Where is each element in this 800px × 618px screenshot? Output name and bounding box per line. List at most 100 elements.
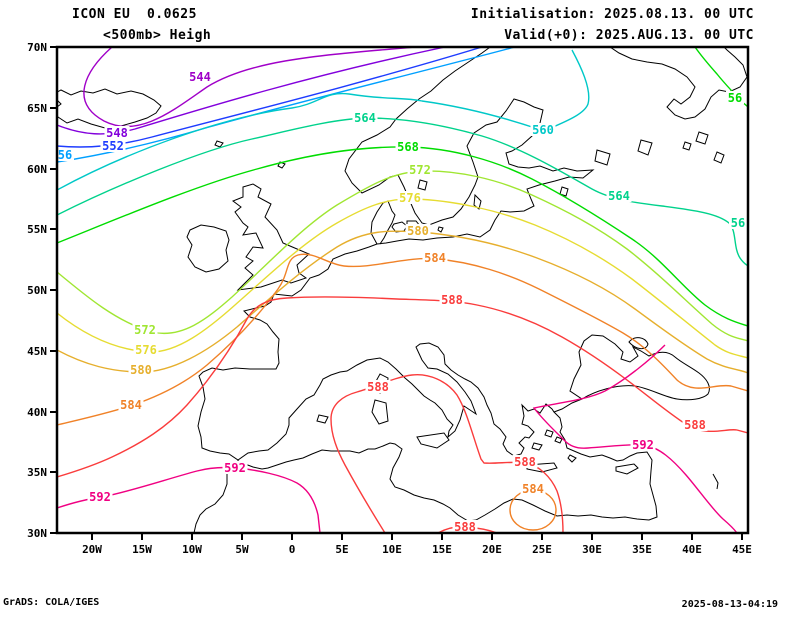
map-layers <box>57 47 748 533</box>
contour-label-mask <box>118 398 144 411</box>
coastline <box>553 398 583 413</box>
lat-label: 50N <box>27 284 47 297</box>
coastline <box>193 243 658 533</box>
lon-label: 5W <box>235 543 249 556</box>
contour-label: 588 <box>514 455 536 469</box>
coastline <box>344 47 595 245</box>
contour-label-mask <box>452 520 478 533</box>
contour-label-mask <box>100 139 126 152</box>
contour-label: 560 <box>532 123 554 137</box>
lat-label: 40N <box>27 406 47 419</box>
contour-label-mask <box>187 70 213 83</box>
contour-label-mask <box>530 123 556 136</box>
contour-label: 588 <box>441 293 463 307</box>
contour-label-mask <box>729 216 747 229</box>
lon-label: 35E <box>632 543 652 556</box>
contour-line <box>532 344 738 533</box>
contour-label-mask <box>520 482 546 495</box>
contour-label-mask <box>630 438 656 451</box>
lat-label: 65N <box>27 102 47 115</box>
contour-label-mask <box>87 490 113 503</box>
contour-label: 584 <box>424 251 446 265</box>
contour-label: 584 <box>120 398 142 412</box>
lon-label: 20W <box>82 543 102 556</box>
contour-label: 592 <box>89 490 111 504</box>
contour-label-mask <box>405 224 431 237</box>
contour-label-mask <box>439 293 465 306</box>
lat-label: 60N <box>27 163 47 176</box>
contour-line <box>330 374 564 533</box>
lon-label: 15W <box>132 543 152 556</box>
contour-label: 572 <box>409 163 431 177</box>
contour-label-mask <box>57 148 74 161</box>
contour-label: 580 <box>407 224 429 238</box>
contour-line <box>57 146 748 327</box>
contour-label-mask <box>132 323 158 336</box>
contour-label-mask <box>606 189 632 202</box>
level-title: <500mb> Heigh <box>103 28 212 43</box>
contour-label: 56 <box>731 216 745 230</box>
contour-label-mask <box>726 91 744 104</box>
lon-label: 5E <box>335 543 348 556</box>
contour-label-mask <box>365 380 391 393</box>
contour-label-mask <box>682 418 708 431</box>
contour-568 <box>57 47 748 327</box>
lat-label: 55N <box>27 223 47 236</box>
contour-label: 568 <box>397 140 419 154</box>
contour-label-mask <box>395 140 421 153</box>
contour-label-mask <box>352 111 378 124</box>
contour-label: 576 <box>135 343 157 357</box>
contour-label: 552 <box>102 139 124 153</box>
contour-label-mask <box>133 343 159 356</box>
contour-label-mask <box>407 163 433 176</box>
contour-584 <box>57 253 748 531</box>
lat-label: 45N <box>27 345 47 358</box>
model-title: ICON EU 0.0625 <box>72 7 197 22</box>
contour-560 <box>57 49 590 191</box>
contour-544 <box>83 47 416 128</box>
coastline <box>712 473 719 490</box>
contour-label: 576 <box>399 191 421 205</box>
coastline-layer <box>57 47 748 533</box>
contour-line <box>57 47 446 135</box>
contour-line <box>57 253 748 426</box>
lon-label: 20E <box>482 543 502 556</box>
contour-label-mask <box>422 251 448 264</box>
contour-line <box>57 296 748 478</box>
coastline <box>231 183 310 291</box>
contour-label: 588 <box>367 380 389 394</box>
contour-line <box>57 117 748 267</box>
contour-label: 564 <box>354 111 376 125</box>
coastline <box>370 200 396 245</box>
init-time: Initialisation: 2025.08.13. 00 UTC <box>470 7 754 22</box>
lon-label: 30E <box>582 543 602 556</box>
lon-label: 40E <box>682 543 702 556</box>
contour-line <box>694 47 748 108</box>
contour-line <box>83 47 416 128</box>
lon-label: 25E <box>532 543 552 556</box>
contour-label: 548 <box>106 126 128 140</box>
valid-time: Valid(+0): 2025.AUG.13. 00 UTC <box>504 28 754 43</box>
contour-564 <box>57 117 748 267</box>
coastline <box>682 131 725 164</box>
lon-label: 0 <box>289 543 296 556</box>
contour-label: 572 <box>134 323 156 337</box>
coastline <box>609 47 748 120</box>
creation-timestamp: 2025-08-13-04:19 <box>681 599 778 610</box>
lat-label: 70N <box>27 41 47 54</box>
grads-credit: GrADS: COLA/IGES <box>3 597 100 608</box>
coastline <box>569 334 710 401</box>
contour-label: 544 <box>189 70 211 84</box>
coastline <box>57 88 162 129</box>
contour-label: 584 <box>522 482 544 496</box>
contour-label: 56 <box>728 91 742 105</box>
contour-label: 588 <box>684 418 706 432</box>
map-area: 544 548 552 56 560 564 564 56 568 56 572 572 576 576 5… <box>27 41 752 556</box>
coastline <box>628 337 649 350</box>
contour-label-mask <box>104 126 130 139</box>
lon-label: 15E <box>432 543 452 556</box>
lon-label: 10E <box>382 543 402 556</box>
lon-label: 10W <box>182 543 202 556</box>
